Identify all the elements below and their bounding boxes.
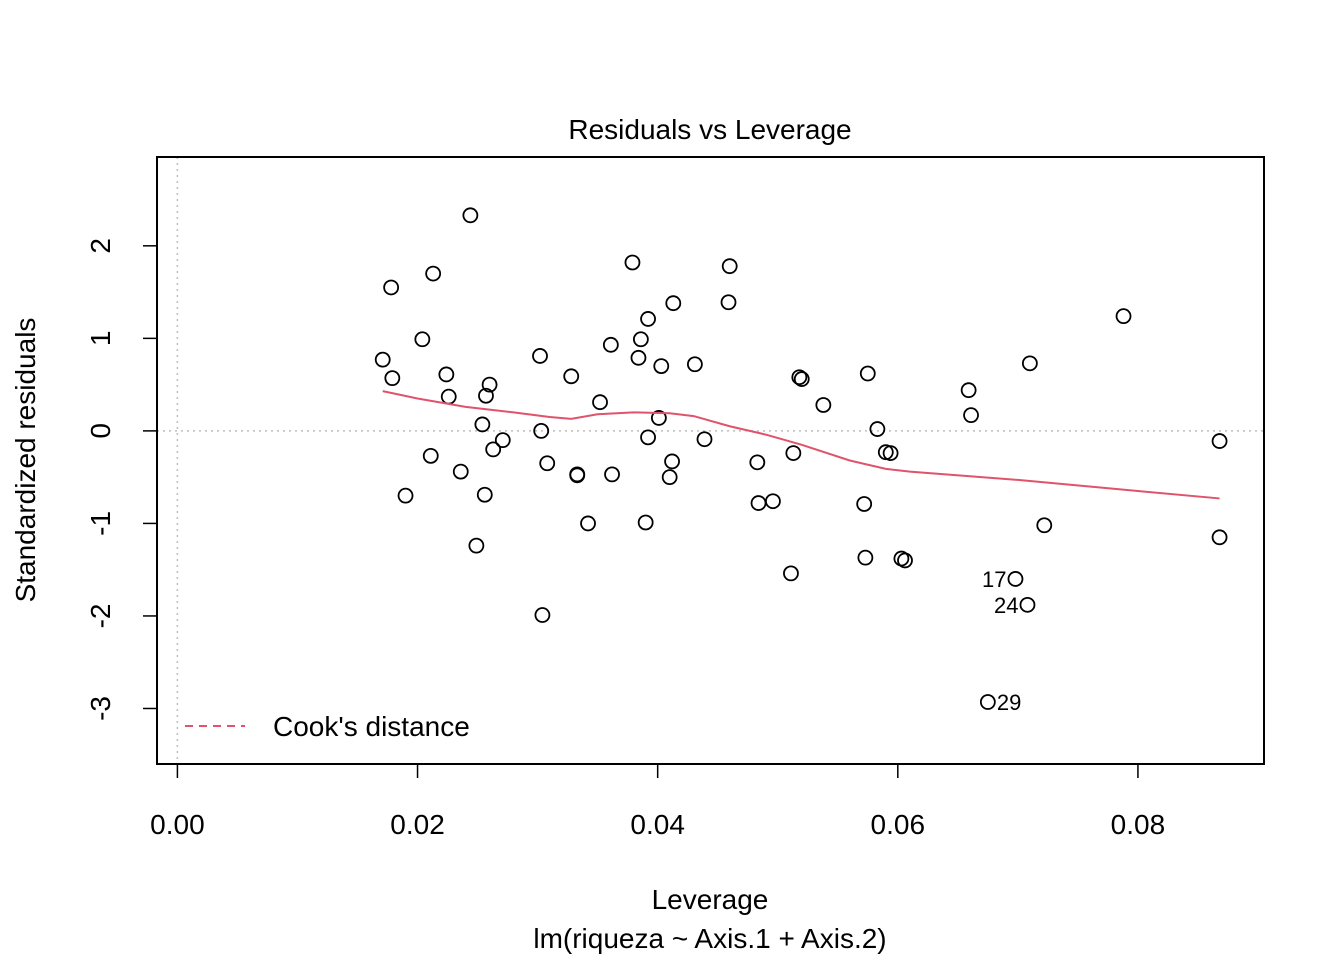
data-point — [1115, 308, 1132, 325]
data-point — [478, 387, 494, 404]
data-point — [696, 431, 713, 448]
y-tick-label: 0 — [85, 423, 116, 439]
data-point — [664, 453, 680, 470]
data-point — [485, 441, 502, 458]
data-point — [793, 371, 810, 387]
data-point — [897, 552, 913, 569]
data-point — [602, 336, 619, 353]
data-point — [569, 467, 586, 484]
legend: Cook's distance — [185, 711, 470, 742]
data-point — [474, 416, 491, 433]
data-point — [765, 493, 781, 510]
data-point — [1007, 571, 1024, 587]
data-point — [481, 376, 498, 393]
data-point — [563, 368, 580, 385]
point-label: 24 — [994, 593, 1018, 618]
data-point — [791, 369, 808, 386]
data-point — [604, 466, 620, 483]
data-point — [1019, 596, 1036, 613]
data-point — [532, 348, 548, 364]
data-point — [422, 447, 439, 464]
y-axis-label: Standardized residuals — [10, 318, 41, 603]
point-label: 29 — [997, 690, 1021, 715]
y-tick-label: 1 — [85, 331, 116, 347]
data-point — [783, 565, 799, 582]
data-point — [534, 607, 551, 623]
data-point — [720, 294, 737, 311]
data-point — [815, 397, 832, 413]
data-point — [494, 432, 511, 449]
x-tick-label: 0.02 — [390, 809, 445, 840]
data-point — [856, 496, 873, 512]
data-point — [640, 311, 656, 327]
data-point — [1211, 529, 1228, 546]
y-axis: -3 -2 -1 0 1 2 — [85, 238, 158, 721]
model-sublabel: lm(riqueza ~ Axis.1 + Axis.2) — [533, 923, 886, 954]
data-point — [1211, 433, 1228, 449]
data-point — [653, 358, 670, 375]
x-tick-label: 0.04 — [630, 809, 685, 840]
data-point — [533, 422, 550, 439]
data-point — [468, 537, 485, 554]
data-point — [452, 463, 469, 480]
data-point — [384, 370, 401, 387]
data-point — [721, 258, 738, 275]
data-point — [624, 254, 641, 271]
y-tick-label: -2 — [85, 603, 116, 628]
data-point — [640, 429, 656, 446]
data-point — [438, 366, 455, 383]
x-axis-label: Leverage — [652, 884, 769, 915]
data-point — [859, 365, 876, 382]
smooth-line — [382, 390, 1220, 500]
x-tick-label: 0.08 — [1111, 809, 1166, 840]
data-point — [979, 694, 996, 710]
data-point — [785, 445, 802, 461]
y-tick-label: -3 — [85, 696, 116, 721]
x-tick-label: 0.00 — [150, 809, 205, 840]
data-point — [539, 455, 556, 472]
data-point — [686, 356, 703, 373]
data-point — [632, 331, 649, 348]
data-point — [383, 279, 400, 296]
data-point — [425, 265, 442, 282]
data-point — [960, 382, 977, 399]
data-points — [374, 207, 1228, 710]
y-tick-label: 2 — [85, 238, 116, 254]
point-label: 17 — [982, 567, 1006, 592]
data-point — [637, 514, 654, 531]
legend-label-cooks-distance: Cook's distance — [273, 711, 470, 742]
x-tick-label: 0.06 — [871, 809, 926, 840]
data-point — [592, 394, 608, 411]
data-point — [665, 295, 682, 312]
chart-title: Residuals vs Leverage — [568, 114, 851, 145]
data-point — [857, 549, 874, 566]
data-point — [869, 421, 886, 437]
data-point — [462, 207, 479, 224]
data-point — [882, 445, 899, 461]
data-point — [630, 349, 647, 366]
y-tick-label: -1 — [85, 511, 116, 536]
data-point — [1036, 517, 1053, 534]
data-point — [580, 515, 596, 532]
data-point — [749, 454, 766, 471]
data-point — [661, 469, 678, 486]
x-axis: 0.00 0.02 0.04 0.06 0.08 — [150, 763, 1166, 840]
data-point — [963, 407, 979, 424]
data-point — [650, 410, 667, 426]
data-point — [1021, 355, 1038, 372]
data-point — [374, 351, 391, 368]
data-point — [476, 486, 493, 503]
data-point — [397, 487, 414, 504]
data-point — [414, 331, 431, 348]
